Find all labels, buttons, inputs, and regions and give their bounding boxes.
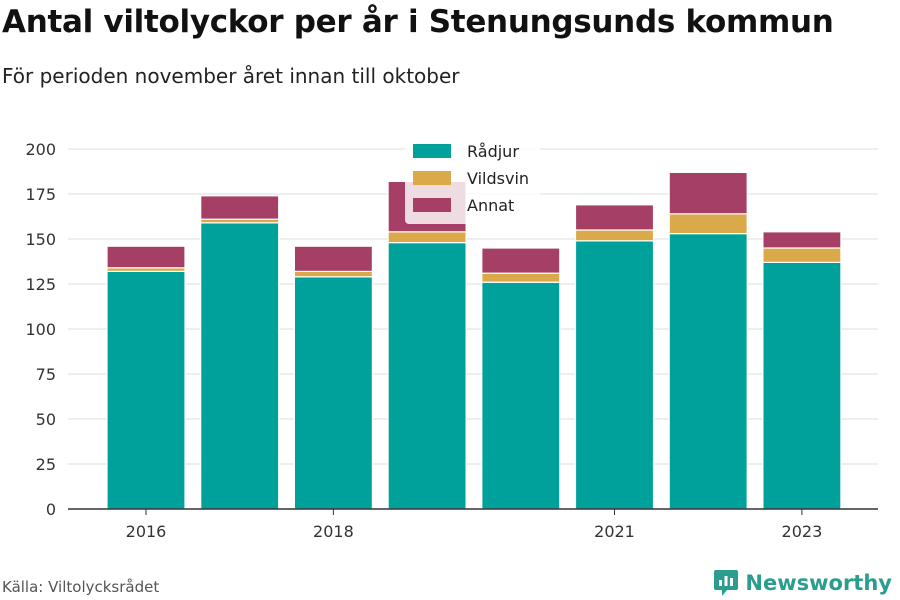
bar-segment-annat-2017	[200, 195, 280, 220]
bar-segment-rådjur-2021	[574, 240, 655, 510]
brand-name: Newsworthy	[745, 571, 892, 595]
y-tick-label: 150	[25, 230, 56, 249]
bar-segment-rådjur-2023	[762, 261, 842, 510]
bar-segment-annat-2023	[762, 231, 842, 249]
y-tick-label: 25	[36, 455, 56, 474]
y-tick-label: 175	[25, 185, 56, 204]
y-tick-label: 50	[36, 410, 56, 429]
y-tick-label: 0	[46, 500, 56, 519]
bar-segment-rådjur-2019	[387, 242, 467, 510]
brand-logo: Newsworthy	[713, 568, 892, 598]
bar-segment-vildsvin-2022	[668, 213, 748, 235]
legend-label-rådjur: Rådjur	[467, 142, 519, 161]
legend-label-vildsvin: Vildsvin	[467, 169, 529, 188]
bar-segment-vildsvin-2019	[387, 231, 467, 244]
y-tick-label: 75	[36, 365, 56, 384]
bar-segment-rådjur-2017	[200, 222, 280, 510]
bar-segment-rådjur-2022	[668, 233, 748, 510]
bar-segment-vildsvin-2020	[481, 272, 561, 283]
legend-label-annat: Annat	[467, 196, 514, 215]
bar-segment-vildsvin-2021	[574, 229, 655, 242]
bar-segment-rådjur-2018	[293, 276, 373, 510]
chart-subtitle: För perioden november året innan till ok…	[2, 64, 460, 88]
bar-segment-annat-2022	[668, 171, 748, 215]
x-tick-label: 2021	[594, 522, 635, 541]
y-tick-label: 200	[25, 140, 56, 159]
chart-title: Antal viltolyckor per år i Stenungsunds …	[2, 4, 834, 40]
legend-swatch-annat	[413, 198, 451, 212]
bar-segment-vildsvin-2018	[293, 270, 373, 278]
bar-segment-annat-2021	[574, 204, 655, 231]
bar-segment-rådjur-2020	[481, 281, 561, 510]
legend-swatch-rådjur	[413, 144, 451, 158]
newsworthy-logo-icon	[714, 570, 739, 596]
x-tick-label: 2023	[782, 522, 823, 541]
bar-segment-annat-2016	[106, 245, 186, 269]
y-tick-label: 125	[25, 275, 56, 294]
y-tick-label: 100	[25, 320, 56, 339]
x-tick-label: 2016	[126, 522, 167, 541]
source-note: Källa: Viltolycksrådet	[2, 578, 160, 596]
x-tick-label: 2018	[313, 522, 354, 541]
bar-segment-annat-2018	[293, 245, 373, 272]
bar-segment-vildsvin-2023	[762, 247, 842, 263]
bar-segment-rådjur-2016	[106, 270, 186, 510]
bar-segment-annat-2020	[481, 247, 561, 274]
legend-swatch-vildsvin	[413, 171, 451, 185]
